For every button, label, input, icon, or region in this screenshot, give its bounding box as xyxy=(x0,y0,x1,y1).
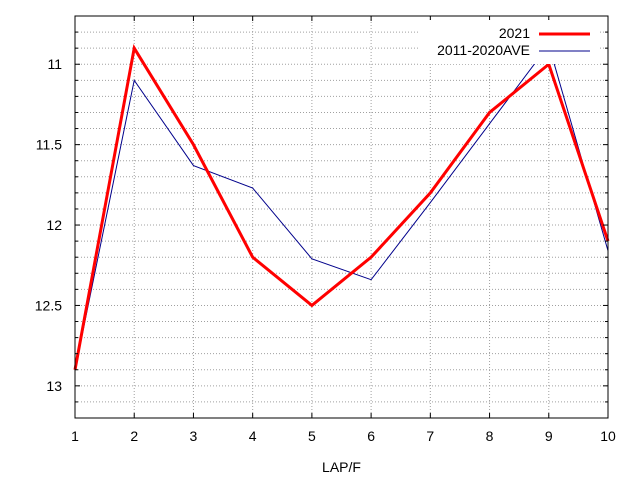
series-line-current xyxy=(73,44,610,371)
plot-area-border xyxy=(74,15,609,419)
x-tick-label: 7 xyxy=(426,428,434,444)
x-tick-label: 6 xyxy=(367,428,375,444)
legend-label: 2021 xyxy=(499,25,530,41)
series-line-average xyxy=(74,43,609,370)
y-tick-label: 12.5 xyxy=(35,297,62,313)
x-tick-label: 3 xyxy=(190,428,198,444)
y-tick-label: 11.5 xyxy=(36,137,62,153)
grid xyxy=(75,15,608,419)
x-tick-label: 2 xyxy=(130,428,138,444)
y-tick-label: 13 xyxy=(46,378,62,394)
x-tick-label: 5 xyxy=(308,428,316,444)
x-tick-label: 4 xyxy=(249,428,257,444)
x-axis-label: LAP/F xyxy=(322,459,361,475)
legend-background xyxy=(420,20,600,64)
series-lines xyxy=(73,43,610,371)
x-tick-label: 9 xyxy=(545,428,553,444)
x-tick-label: 10 xyxy=(600,428,616,444)
y-tick-label: 12 xyxy=(46,217,62,233)
x-tick-label: 1 xyxy=(71,428,79,444)
x-tick-label: 8 xyxy=(486,428,494,444)
y-tick-label: 11 xyxy=(47,56,62,72)
legend-label: 2011-2020AVE xyxy=(437,42,530,58)
